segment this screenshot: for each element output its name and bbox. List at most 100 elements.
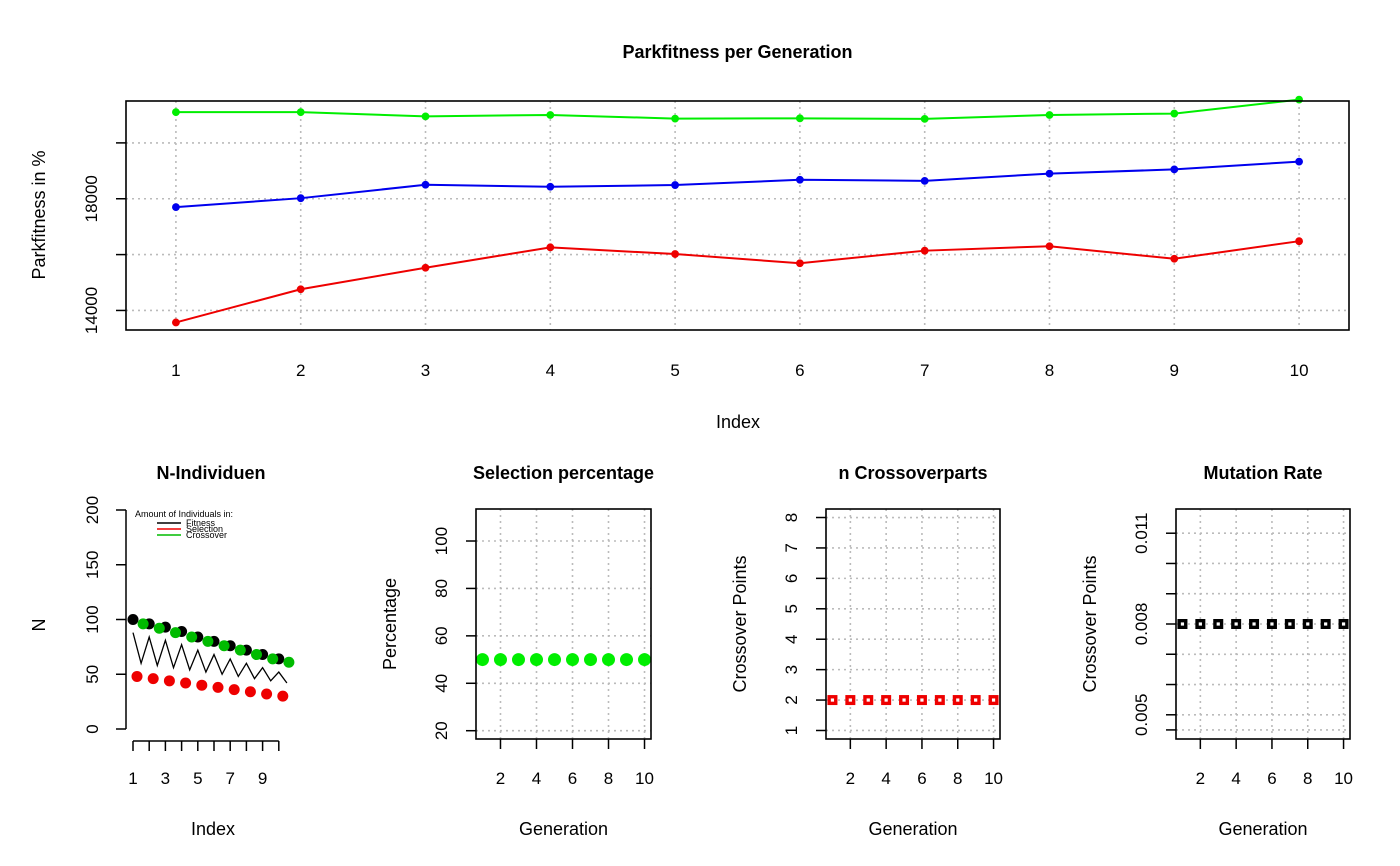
data-point (172, 203, 180, 212)
data-point-center (974, 698, 978, 702)
chart-title: Selection percentage (473, 463, 654, 483)
series-line (175, 98, 1300, 120)
y-tick-label: 0.008 (1132, 603, 1151, 646)
data-point-center (1180, 622, 1185, 626)
y-tick-label: 7 (782, 543, 801, 552)
x-tick-label: 6 (568, 769, 577, 788)
data-point (296, 285, 305, 294)
data-point-center (848, 698, 852, 702)
y-tick-label: 50 (83, 665, 102, 684)
data-point (547, 653, 561, 667)
data-point-crossover (251, 649, 262, 661)
data-point (421, 180, 430, 189)
data-point (421, 112, 430, 121)
y-tick-label: 6 (782, 574, 801, 583)
data-point (671, 181, 680, 189)
data-point-crossover (170, 627, 181, 639)
y-tick-label: 14000 (82, 287, 101, 334)
data-point-selection (147, 673, 159, 685)
data-point-center (1198, 622, 1202, 626)
data-point (1295, 157, 1303, 166)
data-point (795, 175, 804, 184)
x-tick-label: 7 (920, 361, 929, 380)
x-axis-label: Generation (1218, 819, 1307, 839)
x-tick-label: 5 (193, 769, 202, 788)
y-tick-label: 40 (432, 674, 451, 693)
y-axis-label: Percentage (380, 578, 400, 670)
data-point-center (1252, 622, 1256, 626)
legend: Amount of Individuals in:FitnessSelectio… (135, 509, 233, 540)
x-tick-label: 4 (1231, 769, 1240, 788)
chart-title: Parkfitness per Generation (622, 42, 852, 62)
data-point (529, 653, 543, 667)
y-tick-label: 80 (432, 579, 451, 598)
chart-title: N-Individuen (157, 463, 266, 483)
y-tick-label: 3 (782, 665, 801, 674)
y-tick-label: 18000 (82, 175, 101, 222)
plot-frame (125, 100, 1350, 331)
chart-mutation-rate: 2 4 6 8 10 0.005 0.008 0.011 Mutation Rate Genera… (1080, 463, 1353, 839)
plot-frame (825, 508, 1001, 740)
y-tick-label: 8 (782, 513, 801, 522)
y-tick-label: 200 (83, 496, 102, 524)
data-point-center (920, 698, 924, 702)
x-tick-label: 4 (881, 769, 890, 788)
data-point-selection (196, 679, 208, 691)
data-point (584, 653, 598, 667)
x-tick-label: 8 (604, 769, 613, 788)
y-tick-label: 2 (782, 695, 801, 704)
y-tick-label: 20 (432, 721, 451, 740)
x-tick-label: 1 (171, 361, 180, 380)
data-point (920, 114, 929, 123)
data-point (795, 114, 804, 123)
y-tick-label: 1 (782, 726, 801, 735)
x-axis-label: Generation (519, 819, 608, 839)
data-point (1045, 242, 1054, 251)
data-point (546, 182, 555, 191)
y-tick-label: 150 (83, 551, 102, 579)
x-tick-label: 9 (1170, 361, 1179, 380)
data-point-crossover (283, 656, 295, 668)
legend-label: Fitness (186, 518, 216, 528)
plot-frame (475, 508, 652, 740)
data-point-crossover (267, 653, 279, 665)
data-point-selection (277, 690, 289, 702)
data-point-selection (212, 681, 224, 693)
data-point (1295, 237, 1303, 246)
x-tick-label: 6 (795, 361, 804, 380)
data-point (546, 243, 555, 252)
x-tick-label: 10 (1334, 769, 1353, 788)
data-point (795, 259, 804, 268)
y-tick-label: 0.005 (1132, 694, 1151, 737)
data-point-center (1341, 622, 1346, 626)
x-axis-label: Index (191, 819, 235, 839)
x-tick-label: 10 (1290, 361, 1309, 380)
y-axis-label: Crossover Points (730, 555, 750, 692)
data-point (172, 108, 180, 117)
chart-selection-percentage: 2 4 6 8 10 20 40 60 80 100 Selection percentage Gen… (380, 463, 654, 839)
y-tick-label: 0 (83, 724, 102, 733)
series-line (132, 632, 288, 684)
chart-title: n Crossoverparts (838, 463, 987, 483)
data-point (493, 653, 507, 667)
data-point-center (1234, 622, 1238, 626)
data-point-crossover (153, 622, 165, 634)
x-tick-label: 2 (1196, 769, 1205, 788)
x-tick-label: 2 (846, 769, 855, 788)
data-point-selection (163, 675, 175, 687)
y-tick-label: 4 (782, 634, 801, 643)
data-point-selection (261, 688, 273, 700)
data-point (1170, 165, 1179, 174)
x-tick-label: 10 (984, 769, 1003, 788)
x-tick-label: 3 (161, 769, 170, 788)
x-tick-label: 1 (128, 769, 137, 788)
chart-parkfitness: 14000 18000 1 2 3 4 5 6 7 8 9 10 Parkfitness per Gen… (29, 42, 1350, 432)
chart-title: Mutation Rate (1204, 463, 1323, 483)
data-point (566, 653, 580, 667)
x-axis-label: Index (716, 412, 760, 432)
data-point-center (902, 698, 906, 702)
x-tick-label: 2 (296, 361, 305, 380)
x-tick-label: 8 (953, 769, 962, 788)
